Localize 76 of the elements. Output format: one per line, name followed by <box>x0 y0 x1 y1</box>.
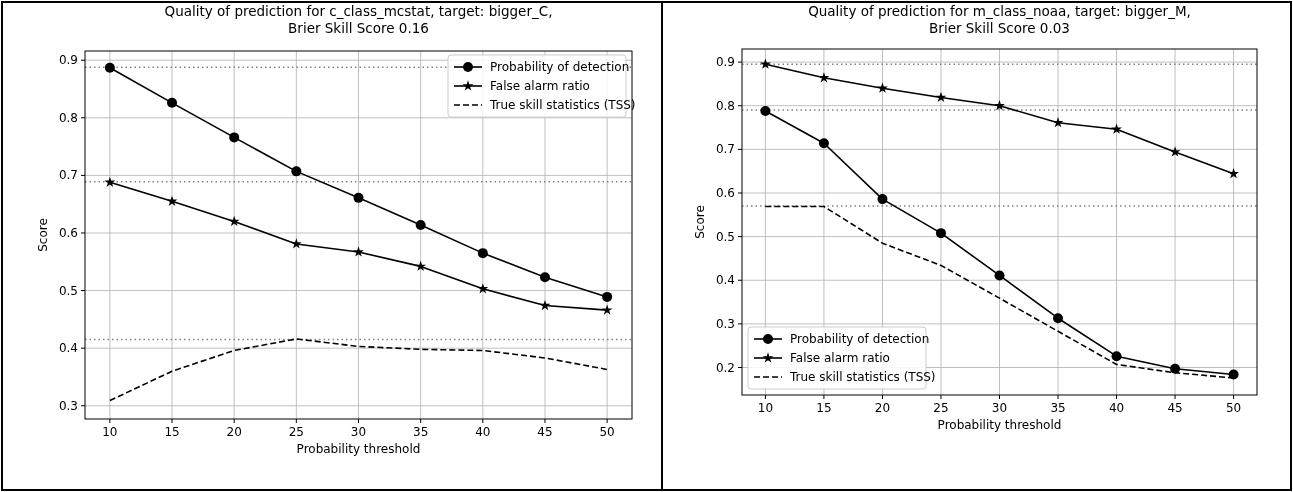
point <box>1111 123 1122 134</box>
x-tick-label: 25 <box>288 425 304 439</box>
x-tick-label: 40 <box>1108 401 1125 415</box>
point <box>1169 146 1181 157</box>
point <box>760 58 771 69</box>
y-tick-label: 0.6 <box>58 225 78 240</box>
point <box>228 215 240 227</box>
line-series <box>109 338 608 402</box>
point <box>1111 351 1122 362</box>
x-tick-label: 20 <box>874 401 891 415</box>
x-tick-label: 40 <box>475 425 491 439</box>
y-tick-label: 0.5 <box>58 283 78 298</box>
point <box>477 283 489 294</box>
point <box>760 105 771 116</box>
x-tick-label: 30 <box>991 401 1008 415</box>
point <box>291 166 302 177</box>
point <box>353 192 364 203</box>
x-tick-label: 45 <box>1167 401 1183 415</box>
y-axis-title: Score <box>693 205 707 239</box>
y-tick-label: 0.4 <box>715 273 735 288</box>
x-tick-label: 25 <box>933 401 949 415</box>
legend-label: Probability of detection <box>790 332 930 346</box>
y-tick-label: 0.6 <box>715 185 735 200</box>
y-axis-title: Score <box>36 218 50 252</box>
legend-label: False alarm ratio <box>790 351 890 365</box>
point <box>166 195 178 206</box>
legend-label: True skill statistics (TSS) <box>489 98 636 112</box>
point <box>415 219 426 230</box>
point <box>539 299 551 311</box>
point <box>167 97 178 108</box>
y-tick-label: 0.8 <box>58 110 78 125</box>
x-tick-label: 10 <box>757 401 774 415</box>
y-tick-label: 0.2 <box>715 360 735 375</box>
x-tick-label: 50 <box>1225 401 1242 415</box>
point <box>877 194 888 205</box>
x-tick-label: 20 <box>226 425 242 439</box>
point <box>994 100 1005 111</box>
x-tick-label: 10 <box>102 425 118 439</box>
x-tick-label: 45 <box>537 425 553 439</box>
point <box>1053 313 1064 324</box>
point <box>477 248 488 259</box>
point <box>602 291 613 302</box>
point <box>935 91 947 103</box>
x-tick-label: 15 <box>816 401 832 415</box>
chart-title: Quality of prediction for m_class_noaa, target: bigger_M, Brier Skill Score 0.03 <box>808 3 1191 36</box>
point <box>1228 168 1239 179</box>
y-tick-label: 0.7 <box>715 142 735 157</box>
x-axis-title: Probability threshold <box>937 418 1062 432</box>
point <box>994 270 1005 281</box>
x-tick-label: 35 <box>1050 401 1066 415</box>
x-tick-label: 35 <box>413 425 429 439</box>
point <box>539 272 550 283</box>
point <box>353 246 364 257</box>
legend-label: False alarm ratio <box>490 79 590 93</box>
y-tick-label: 0.9 <box>58 53 78 68</box>
point <box>1170 363 1181 374</box>
legend-label: Probability of detection <box>490 60 630 74</box>
point <box>601 304 613 315</box>
y-tick-label: 0.3 <box>715 316 735 331</box>
y-tick-label: 0.9 <box>715 55 735 70</box>
y-tick-label: 0.5 <box>715 229 735 244</box>
y-tick-label: 0.7 <box>58 168 78 183</box>
y-tick-label: 0.8 <box>715 98 735 113</box>
point <box>415 260 427 271</box>
x-tick-label: 50 <box>599 425 615 439</box>
chart-title: Quality of prediction for c_class_mcstat, target: bigger_C, Brier Skill Score 0.16 <box>164 3 553 36</box>
legend-label: True skill statistics (TSS) <box>789 370 936 384</box>
x-tick-label: 15 <box>164 425 180 439</box>
x-tick-label: 30 <box>350 425 367 439</box>
x-axis-title: Probability threshold <box>296 442 421 456</box>
point <box>104 62 115 73</box>
point <box>935 228 946 239</box>
point <box>818 138 829 149</box>
point <box>229 132 240 143</box>
y-tick-label: 0.4 <box>58 341 78 356</box>
y-tick-label: 0.3 <box>58 398 78 413</box>
